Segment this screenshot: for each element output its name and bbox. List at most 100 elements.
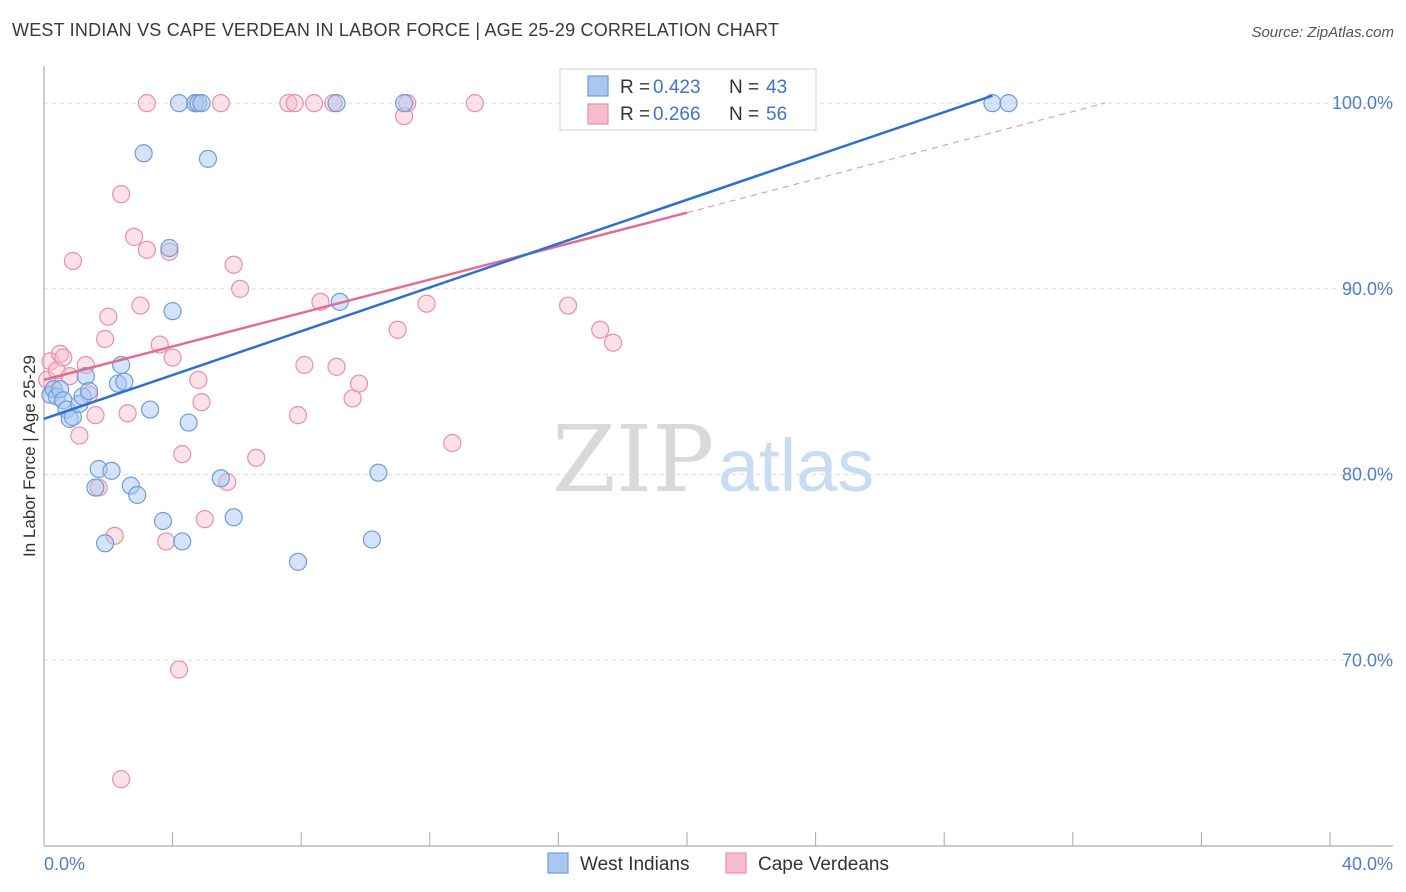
- west-indian-point: [128, 485, 147, 505]
- cape-verdean-point: [327, 357, 346, 376]
- west-indian-point: [327, 94, 346, 113]
- series-legend-pink-swatch: [725, 852, 747, 874]
- y-tick-label-70: 70.0%: [1342, 650, 1393, 670]
- cape-verdean-point: [163, 348, 182, 367]
- legend-blue-n-label: N =: [729, 77, 759, 98]
- cape-verdean-point: [247, 448, 266, 467]
- cape-verdean-point: [131, 296, 150, 315]
- west-indian-point: [179, 413, 198, 432]
- west-indian-point: [173, 532, 192, 551]
- gridlines: [44, 102, 1393, 661]
- west-indian-point: [153, 511, 173, 531]
- cape-verdean-point: [86, 406, 105, 425]
- cape-verdean-trend-line: [43, 211, 688, 382]
- cape-verdean-point: [224, 255, 243, 274]
- series-legend-blue-swatch: [547, 852, 569, 874]
- legend-pink-n-label: N =: [729, 104, 759, 125]
- west-indian-point: [163, 302, 182, 321]
- cape-verdean-point: [591, 320, 610, 339]
- west-indian-point: [394, 94, 414, 113]
- west-indian-point: [999, 94, 1018, 113]
- west-indian-point: [211, 469, 230, 488]
- legend-blue-swatch: [587, 75, 609, 97]
- cape-verdean-point: [192, 393, 211, 412]
- west-indian-point: [79, 381, 99, 401]
- cape-verdean-point: [279, 94, 298, 113]
- west-indian-point: [198, 149, 218, 168]
- west-indian-point: [86, 478, 105, 497]
- cape-verdean-point: [285, 94, 304, 113]
- west-indian-point: [102, 461, 121, 480]
- y-axis-label: In Labor Force | Age 25-29: [20, 355, 39, 557]
- cape-verdean-point: [169, 660, 189, 679]
- cape-verdean-point: [349, 374, 369, 393]
- stats-legend: R = 0.423 N = 43 R = 0.266 N = 56: [559, 68, 817, 131]
- x-ticks: [43, 832, 1331, 846]
- west-indian-point: [115, 372, 134, 391]
- series-legend-west-indians: West Indians: [580, 854, 689, 875]
- west-indian-point: [95, 534, 115, 553]
- cape-verdean-point: [603, 333, 623, 352]
- watermark-zip: ZIP: [552, 406, 714, 513]
- cape-verdean-point: [112, 770, 131, 789]
- cape-verdean-point: [189, 370, 208, 389]
- cape-verdeans-points: [38, 94, 623, 789]
- cape-verdean-point: [157, 532, 176, 551]
- y-tick-label-100: 100.0%: [1332, 93, 1393, 113]
- trend-lines: [43, 94, 1106, 421]
- legend-blue-r-value: 0.423: [653, 77, 701, 98]
- legend-pink-swatch: [587, 103, 609, 125]
- cape-verdean-point: [95, 329, 115, 349]
- west-indian-point: [140, 400, 160, 419]
- cape-verdean-point: [137, 94, 156, 113]
- legend-blue-r-label: R =: [620, 77, 650, 98]
- cape-verdean-point: [63, 251, 83, 271]
- series-legend-cape-verdeans: Cape Verdeans: [758, 854, 889, 875]
- cape-verdean-point: [124, 227, 144, 246]
- west-indian-point: [160, 238, 179, 258]
- cape-verdean-point: [231, 279, 250, 298]
- y-tick-labels: 70.0% 80.0% 90.0% 100.0%: [1332, 93, 1393, 670]
- x-tick-label-max: 40.0%: [1342, 854, 1393, 874]
- cape-verdean-point: [417, 294, 436, 313]
- cape-verdean-point: [112, 185, 131, 204]
- west-indian-point: [134, 144, 153, 163]
- series-legend: West Indians Cape Verdeans: [547, 852, 889, 875]
- west-indian-point: [362, 530, 382, 549]
- y-tick-label-90: 90.0%: [1342, 279, 1393, 299]
- axes: [43, 66, 1393, 847]
- cape-verdean-point: [70, 426, 89, 445]
- cape-verdean-point: [288, 406, 308, 425]
- cape-verdean-point: [118, 404, 137, 423]
- y-tick-label-80: 80.0%: [1342, 465, 1393, 485]
- cape-verdean-point: [137, 240, 156, 259]
- x-tick-labels: 0.0% 40.0%: [44, 854, 1393, 874]
- west-indian-point: [169, 94, 189, 113]
- cape-verdean-point: [304, 94, 324, 113]
- legend-blue-n-value: 43: [766, 77, 787, 98]
- cape-verdean-point: [211, 94, 230, 113]
- legend-pink-n-value: 56: [766, 104, 787, 125]
- chart-title: WEST INDIAN VS CAPE VERDEAN IN LABOR FOR…: [12, 20, 780, 40]
- cape-verdean-point: [465, 94, 484, 113]
- cape-verdean-point: [388, 320, 407, 339]
- source-credit: Source: ZipAtlas.com: [1251, 24, 1394, 41]
- cape-verdean-point: [558, 296, 578, 315]
- cape-verdean-point: [195, 510, 214, 529]
- cape-verdean-point: [443, 433, 462, 453]
- cape-verdean-point: [99, 307, 118, 326]
- watermark-atlas: atlas: [718, 424, 874, 507]
- west-indians-points: [41, 94, 1018, 571]
- west-indian-point: [369, 463, 388, 482]
- legend-pink-r-value: 0.266: [653, 104, 701, 125]
- legend-pink-r-label: R =: [620, 104, 650, 125]
- cape-verdean-point: [54, 348, 73, 367]
- west-indian-point: [224, 508, 243, 527]
- cape-verdean-point: [295, 355, 314, 375]
- west-indian-trend-line: [43, 94, 993, 421]
- watermark: ZIP atlas: [552, 406, 874, 513]
- cape-verdean-point: [173, 445, 192, 464]
- x-tick-label-min: 0.0%: [44, 854, 85, 874]
- west-indian-point: [192, 94, 211, 113]
